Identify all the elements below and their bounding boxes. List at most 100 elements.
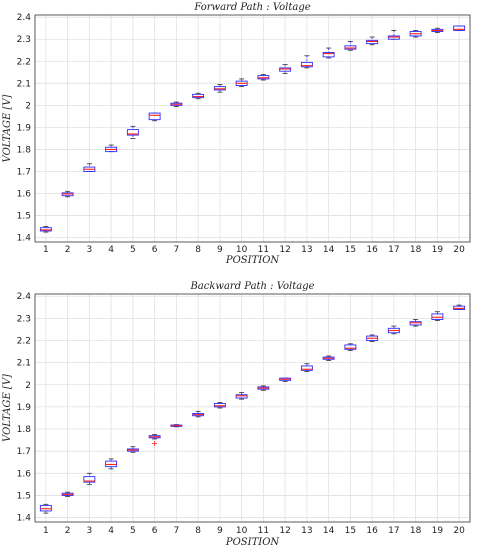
plot-frame [34,293,471,523]
box-plot-17 [387,30,400,40]
y-axis-label: VOLTAGE [V] [2,94,13,162]
box-plot-5 [126,446,139,453]
box-plot-4 [105,458,118,470]
box-iqr [235,394,248,399]
x-tick-label: 10 [236,526,248,536]
y-tick-label: 2.4 [17,292,32,302]
y-tick-label: 1.5 [17,491,31,501]
y-tick-label: 2.4 [17,13,32,23]
box-plot-11 [257,74,270,81]
box-plot-20 [453,25,466,31]
box-iqr [39,227,52,232]
chart-title: Forward Path : Voltage [193,2,310,13]
box-iqr [192,93,205,99]
x-tick-label: 3 [87,245,93,255]
box-iqr [322,52,335,58]
x-tick-label: 8 [195,526,201,536]
x-axis-label: POSITION [225,537,281,548]
y-tick-label: 2.3 [17,314,31,324]
x-tick-label: 6 [152,245,158,255]
box-plot-12 [279,64,292,74]
box-plot-6 [148,434,161,440]
x-tick-label: 9 [217,245,223,255]
box-plot-10 [235,392,248,400]
box-plot-13 [300,363,313,372]
box-iqr [213,403,226,408]
x-tick-label: 6 [152,526,158,536]
box-plot-8 [192,410,205,418]
box-plot-2 [61,190,74,198]
box-plot-4 [105,144,118,153]
x-tick-label: 7 [174,245,180,255]
x-tick-label: 19 [432,245,444,255]
box-plot-16 [366,36,379,46]
y-tick-label: 2.3 [17,35,31,45]
x-tick-label: 16 [366,245,378,255]
box-iqr [105,460,118,468]
y-tick-label: 2.1 [17,359,31,369]
box-plot-7 [170,101,183,107]
chart-title: Backward Path : Voltage [189,281,314,292]
box-iqr [300,365,313,371]
x-tick-label: 3 [87,526,93,536]
box-plot-3 [83,472,96,485]
y-tick-label: 1.9 [17,403,32,413]
x-tick-label: 9 [217,526,223,536]
chart-panel-1: 1.41.51.61.71.81.922.12.22.32.41 2 3 4 5 6 7 8 9… [2,2,471,266]
box-plot-11 [257,385,270,391]
box-plot-14 [322,47,335,59]
x-tick-label: 13 [301,526,312,536]
box-plot-18 [409,30,422,38]
x-tick-label: 2 [65,245,71,255]
x-tick-label: 1 [43,245,49,255]
y-tick-label: 2.1 [17,79,31,89]
outlier-marker [152,440,158,446]
x-tick-label: 4 [108,245,114,255]
box-iqr [344,45,357,50]
chart-panel-2: 1.41.51.61.71.81.922.12.22.32.41 2 3 4 5 6 7 8 9… [2,281,471,548]
x-tick-label: 12 [279,245,290,255]
x-tick-label: 12 [279,526,290,536]
x-tick-label: 19 [432,526,444,536]
x-tick-label: 5 [130,245,136,255]
y-tick-label: 1.4 [17,234,32,244]
y-tick-label: 1.8 [17,145,32,155]
box-plot-6 [148,112,161,122]
x-axis-label: POSITION [225,255,281,266]
y-tick-label: 1.9 [17,123,32,133]
y-tick-label: 1.6 [17,190,32,200]
x-tick-label: 8 [195,245,201,255]
box-iqr [279,67,292,72]
x-tick-label: 20 [453,526,465,536]
box-plot-8 [192,92,205,100]
x-tick-label: 10 [236,245,248,255]
x-tick-label: 17 [388,526,399,536]
y-tick-label: 2.2 [17,57,31,67]
box-plot-5 [126,125,139,139]
box-iqr [257,75,270,80]
x-tick-label: 4 [108,526,114,536]
box-plot-15 [344,41,357,51]
y-tick-label: 2.2 [17,336,31,346]
x-tick-label: 18 [410,245,422,255]
box-plot-9 [213,84,226,93]
box-plot-20 [453,304,466,310]
box-iqr [300,61,313,68]
box-plot-1 [39,226,52,233]
box-plot-16 [366,334,379,342]
box-plot-1 [39,503,52,514]
y-tick-label: 2 [25,381,31,391]
x-tick-label: 18 [410,526,422,536]
x-tick-label: 17 [388,245,399,255]
x-tick-label: 13 [301,245,312,255]
box-plot-17 [387,325,400,335]
x-tick-label: 20 [453,245,465,255]
y-tick-label: 1.7 [17,167,31,177]
box-iqr [39,504,52,512]
box-plot-10 [235,78,248,88]
box-plot-13 [300,55,313,69]
box-plot-19 [431,27,444,34]
x-tick-label: 2 [65,526,71,536]
box-plot-14 [322,355,335,361]
y-tick-label: 1.4 [17,514,32,524]
